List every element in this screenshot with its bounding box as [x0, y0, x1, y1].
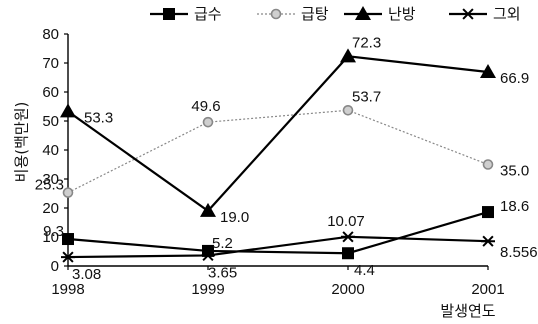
series-난방: 53.3 19.0 72.3 66.9 [60, 34, 529, 226]
data-point [200, 202, 216, 217]
series-급탕: 25.3 49.6 53.7 35.0 [35, 88, 529, 198]
legend-marker [461, 8, 475, 20]
data-label: 72.3 [352, 34, 381, 51]
series-그외: 3.08 3.65 10.07 8.556 [61, 213, 538, 283]
axes: 0 10 20 30 40 50 60 70 80 1998 1999 2000 2001 [42, 26, 504, 298]
data-point [481, 235, 495, 247]
data-point [201, 249, 215, 262]
x-tick-label: 2001 [471, 281, 504, 298]
series-급수: 9.3 5.2 4.4 18.6 [43, 198, 529, 279]
data-label: 3.08 [72, 266, 101, 283]
data-label: 3.65 [208, 264, 237, 281]
data-label: 5.2 [212, 235, 233, 252]
y-tick-label: 60 [42, 84, 59, 101]
legend-marker [355, 6, 371, 20]
series-line [67, 211, 489, 255]
data-point [482, 206, 494, 219]
data-point [342, 247, 354, 260]
data-label: 9.3 [43, 223, 64, 240]
legend-label: 난방 [388, 5, 416, 23]
y-tick-label: 80 [42, 26, 59, 43]
legend-label: 급탕 [301, 5, 329, 23]
legend-item: 그외 [449, 5, 521, 23]
legend-marker [163, 8, 175, 20]
data-label: 8.556 [500, 244, 538, 261]
legend-item: 급수 [150, 5, 222, 23]
y-tick-label: 10 [42, 229, 59, 246]
series-line [67, 55, 489, 213]
data-point [202, 116, 214, 128]
data-label: 10.07 [327, 213, 365, 230]
data-label: 49.6 [191, 98, 220, 115]
data-point [202, 244, 214, 257]
x-axis-label: 발생연도 [440, 302, 495, 320]
x-tick-label: 1998 [51, 281, 84, 298]
y-axis-label: 비용(백만원) [13, 102, 31, 183]
data-point [62, 233, 74, 246]
y-tick-label: 30 [42, 171, 59, 188]
data-point [341, 231, 355, 243]
legend-marker [270, 8, 282, 20]
legend: 급수 급탕 난방 그외 [150, 5, 521, 23]
data-point [62, 187, 74, 198]
data-label: 35.0 [500, 163, 529, 180]
y-tick-label: 0 [51, 258, 59, 275]
data-point [480, 63, 496, 78]
series-line [67, 235, 489, 259]
data-label: 66.9 [500, 70, 529, 87]
data-point [60, 103, 76, 118]
data-label: 53.3 [84, 109, 113, 126]
legend-item: 난방 [344, 5, 416, 23]
data-label: 4.4 [354, 262, 375, 279]
data-point [340, 48, 356, 63]
series-layer: 9.3 5.2 4.4 18.6 25.3 49.6 53.7 35.0 53.3 19.0 72.… [35, 34, 538, 283]
data-point [61, 251, 75, 263]
x-tick-label: 2000 [331, 281, 364, 298]
series-line [67, 109, 489, 194]
data-point [342, 104, 354, 116]
y-tick-label: 20 [42, 200, 59, 217]
data-label: 53.7 [352, 88, 381, 105]
data-point [482, 159, 494, 170]
legend-item: 급탕 [257, 5, 329, 23]
data-label: 18.6 [500, 198, 529, 215]
legend-label: 급수 [194, 5, 222, 23]
data-label: 25.3 [35, 177, 64, 194]
x-tick-label: 1999 [191, 281, 224, 298]
y-tick-label: 50 [42, 113, 59, 130]
y-tick-label: 40 [42, 142, 59, 159]
legend-label: 그외 [493, 5, 521, 23]
y-tick-label: 70 [42, 55, 59, 72]
data-label: 19.0 [220, 209, 249, 226]
